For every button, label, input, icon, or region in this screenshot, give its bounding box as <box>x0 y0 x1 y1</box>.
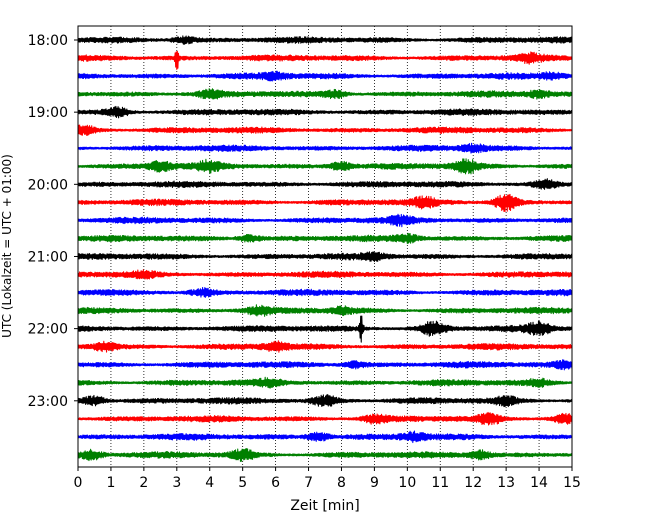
seismogram-trace <box>77 232 573 244</box>
seismogram-trace <box>77 251 573 263</box>
y-tick-label: 18:00 <box>28 33 68 49</box>
seismogram-trace <box>77 35 573 45</box>
seismogram-trace <box>77 376 573 389</box>
x-tick-label: 2 <box>139 475 148 491</box>
seismogram-trace <box>77 430 573 444</box>
seismogram-trace <box>77 315 573 343</box>
y-tick-label: 23:00 <box>28 394 68 410</box>
x-tick-label: 13 <box>497 475 515 491</box>
seismogram-trace <box>77 124 573 137</box>
x-tick-label: 6 <box>271 475 280 491</box>
seismogram-trace <box>77 105 573 119</box>
seismogram-trace <box>77 158 573 175</box>
x-tick-label: 10 <box>398 475 416 491</box>
seismogram-trace <box>77 213 573 228</box>
x-tick-label: 9 <box>370 475 379 491</box>
x-tick-label: 14 <box>530 475 548 491</box>
x-tick-label: 4 <box>205 475 214 491</box>
y-tick-label: 20:00 <box>28 177 68 193</box>
y-axis-label: UTC (Lokalzeit = UTC + 01:00) <box>0 154 14 338</box>
x-axis-label: Zeit [min] <box>290 498 359 514</box>
x-tick-label: 5 <box>238 475 247 491</box>
y-tick-label: 22:00 <box>28 322 68 338</box>
seismogram-trace <box>77 340 573 353</box>
seismogram-trace <box>77 304 573 317</box>
seismogram-trace <box>77 88 573 100</box>
seismogram-trace <box>77 411 573 426</box>
seismogram-trace <box>77 193 573 212</box>
x-tick-label: 7 <box>304 475 313 491</box>
x-tick-label: 1 <box>106 475 115 491</box>
seismogram-trace <box>77 50 573 70</box>
x-tick-label: 11 <box>431 475 449 491</box>
seismogram-trace <box>77 394 573 408</box>
seismogram-trace <box>77 269 573 280</box>
x-tick-label: 8 <box>337 475 346 491</box>
y-tick-label: 19:00 <box>28 105 68 121</box>
seismogram-trace <box>77 359 573 371</box>
seismogram-traces <box>77 35 573 462</box>
x-axis-ticks: 0 1 2 3 4 5 6 7 8 9 10 11 12 13 14 15 <box>74 467 581 491</box>
seismogram-trace <box>77 70 573 82</box>
seismogram-trace <box>77 178 573 190</box>
seismogram-trace <box>77 142 573 154</box>
x-tick-label: 12 <box>464 475 482 491</box>
seismogram-trace <box>77 448 573 462</box>
x-tick-label: 15 <box>563 475 581 491</box>
plot-frame <box>77 25 573 468</box>
x-tick-label: 3 <box>172 475 181 491</box>
y-tick-label: 21:00 <box>28 249 68 265</box>
y-axis-ticks: 18:00 19:00 20:00 21:00 22:00 23:00 <box>28 33 78 410</box>
x-tick-label: 0 <box>74 475 83 491</box>
seismogram-trace <box>77 286 573 298</box>
